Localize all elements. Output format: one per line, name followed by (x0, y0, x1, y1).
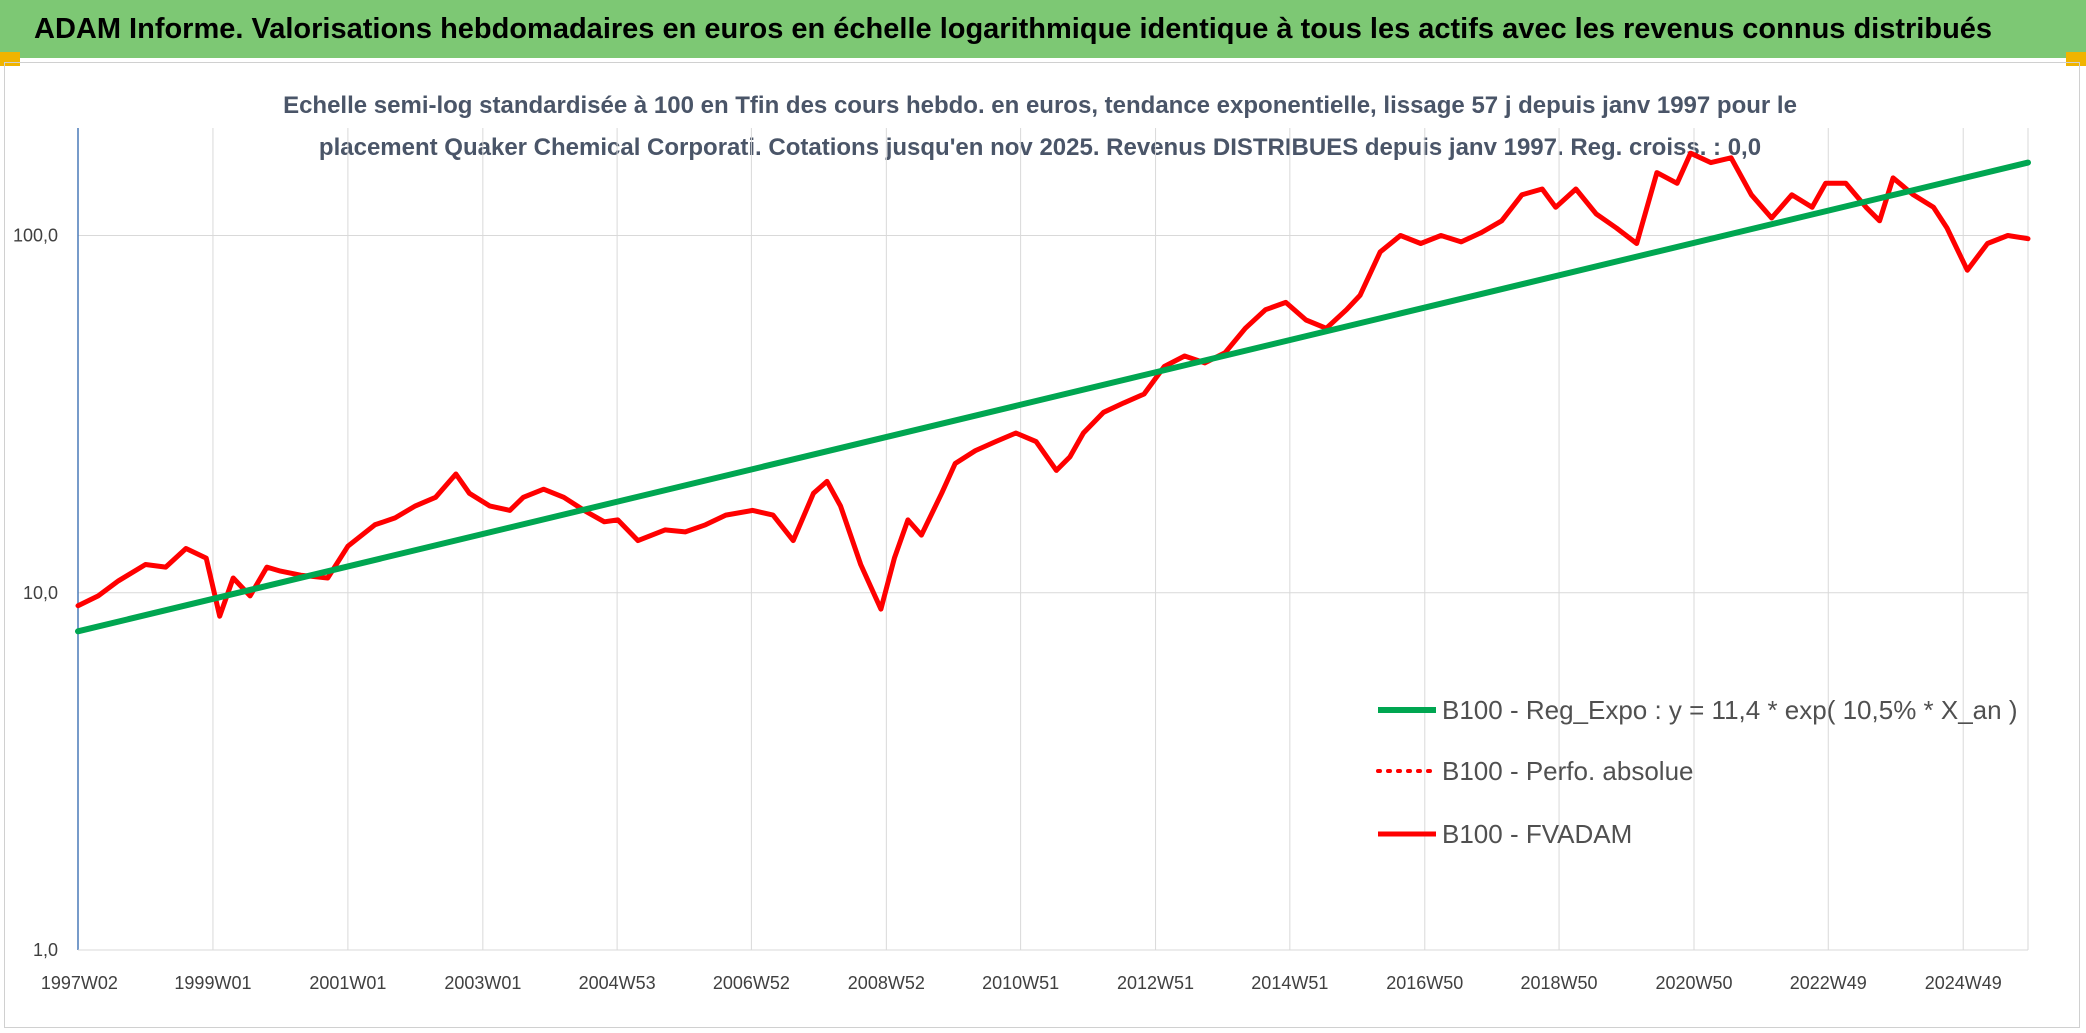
x-tick-label: 2016W50 (1386, 973, 1463, 993)
y-tick-label: 10,0 (23, 583, 58, 603)
chart-frame (4, 62, 2080, 1028)
x-tick-label: 1999W01 (174, 973, 251, 993)
x-tick-label: 2004W53 (579, 973, 656, 993)
x-tick-label: 2020W50 (1655, 973, 1732, 993)
axis-layer: 1,0 10,0 100,0 1997W02 1999W01 2001W01 2003W01… (13, 128, 2028, 993)
series-line-0 (75, 159, 2031, 635)
legend-label-2: B100 - FVADAM (1442, 819, 1632, 849)
chart-title-line2: placement Quaker Chemical Corporati. Cot… (318, 134, 1762, 161)
grid-layer (78, 128, 2029, 951)
x-tick-label: 2008W52 (848, 973, 925, 993)
chart-title-line1: Echelle semi-log standardisée à 100 en T… (283, 92, 1797, 119)
series-line-2 (75, 150, 2031, 619)
report-header: ADAM Informe. Valorisations hebdomadaire… (0, 0, 2086, 58)
x-tick-label: 2010W51 (982, 973, 1059, 993)
x-tick-label: 2001W01 (309, 973, 386, 993)
legend-label-1: B100 - Perfo. absolue (1442, 756, 1694, 786)
x-tick-label: 2018W50 (1521, 973, 1598, 993)
x-tick-label: 2022W49 (1790, 973, 1867, 993)
x-tick-label: 2003W01 (444, 973, 521, 993)
x-tick-label: 2024W49 (1925, 973, 2002, 993)
y-tick-label: 1,0 (33, 940, 58, 960)
legend-label-0: B100 - Reg_Expo : y = 11,4 * exp( 10,5% … (1442, 695, 2017, 725)
x-tick-label: 2012W51 (1117, 973, 1194, 993)
x-tick-label: 2006W52 (713, 973, 790, 993)
series-layer (75, 150, 2031, 635)
legend: B100 - Reg_Expo : y = 11,4 * exp( 10,5% … (1376, 695, 2017, 849)
x-tick-label: 2014W51 (1251, 973, 1328, 993)
x-tick-label: 1997W02 (41, 973, 118, 993)
y-tick-label: 100,0 (13, 226, 58, 246)
report-title: ADAM Informe. Valorisations hebdomadaire… (34, 13, 1993, 45)
